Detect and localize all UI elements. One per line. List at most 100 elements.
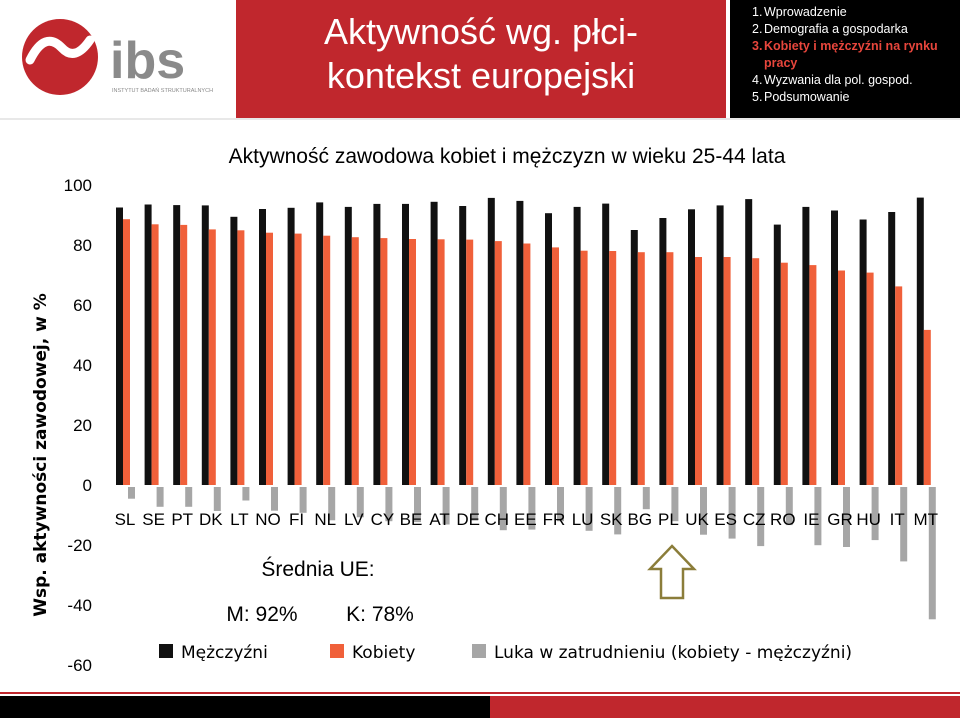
bar-gap <box>385 487 393 522</box>
agenda-item-label: Demografia a gospodarka <box>764 22 908 36</box>
bar-men <box>630 230 638 485</box>
bar-men <box>859 219 867 485</box>
bar-men <box>688 209 695 486</box>
bar-gap <box>700 487 707 535</box>
slide-title: Aktywność wg. płci- kontekst europejski <box>236 10 726 98</box>
bar-men <box>802 206 810 485</box>
ibs-logo-icon: ibs INSTYTUT BADAŃ STRUKTURALNYCH <box>22 19 213 95</box>
agenda-item-label: Wyzwania dla pol. gospod. <box>764 73 913 87</box>
x-tick-label: CY <box>371 510 395 529</box>
bar-gap <box>757 487 765 547</box>
y-tick-label: -20 <box>67 536 92 555</box>
agenda-item-2[interactable]: 2. Demografia a gospodarka <box>730 21 960 38</box>
bar-women <box>237 230 245 485</box>
x-tick-label: GR <box>827 510 853 529</box>
bar-men <box>344 206 352 485</box>
bar-women <box>552 247 559 485</box>
bar-women <box>895 286 903 485</box>
activity-chart: Aktywność zawodowa kobiet i mężczyzn w w… <box>31 145 938 675</box>
bar-men <box>573 206 581 485</box>
agenda-item-5[interactable]: 5. Podsumowanie <box>730 89 960 106</box>
footer-bar-left <box>0 696 490 718</box>
agenda-item-number: 1. <box>752 5 763 19</box>
bar-men <box>287 207 295 486</box>
bar-gap <box>585 487 593 531</box>
agenda-item-label: Kobiety i mężczyźni na rynku <box>764 39 938 53</box>
x-tick-label: MT <box>914 510 939 529</box>
footer-bar-right <box>490 696 960 718</box>
x-tick-label: SL <box>115 510 136 529</box>
bar-men <box>545 213 552 485</box>
agenda-item-number: 4. <box>752 73 763 87</box>
bar-men <box>745 199 753 485</box>
x-tick-label: IT <box>890 510 905 529</box>
x-tick-label: LT <box>230 510 249 529</box>
x-tick-label: PT <box>171 510 193 529</box>
bar-women <box>723 257 731 485</box>
bar-men <box>773 224 781 485</box>
x-axis-ticks: SL SE PT DK LT NO FI NL LV CY BE AT DE CH EE FR LU SK BG PL… <box>115 510 938 529</box>
agenda-item-label: Wprowadzenie <box>764 5 847 19</box>
footer-divider <box>0 692 960 694</box>
bar-gap <box>642 487 650 510</box>
x-tick-label: DK <box>199 510 223 529</box>
bar-women <box>409 239 416 485</box>
x-tick-label: IE <box>803 510 819 529</box>
legend-swatch <box>472 644 486 658</box>
bar-women <box>266 232 273 485</box>
agenda-item-4[interactable]: 4. Wyzwania dla pol. gospod. <box>730 72 960 89</box>
agenda-item-3[interactable]: 3. Kobiety i mężczyźni na rynku pracy <box>730 38 960 72</box>
x-tick-label: NO <box>255 510 281 529</box>
bar-gap <box>442 487 450 525</box>
x-tick-label: CZ <box>743 510 766 529</box>
eu-average-annotation: Średnia UE: M: 92% K: 78% <box>226 557 413 626</box>
x-tick-label: FI <box>289 510 304 529</box>
bar-men <box>259 209 266 485</box>
x-tick-label: UK <box>685 510 709 529</box>
agenda-item-1[interactable]: 1. Wprowadzenie <box>730 4 960 21</box>
legend-swatch <box>159 644 173 658</box>
up-arrow-shape <box>647 544 697 600</box>
bar-gap <box>528 487 536 530</box>
bar-gap <box>471 487 479 521</box>
bar-gap <box>156 487 164 507</box>
x-tick-label: LV <box>344 510 364 529</box>
bar-gap <box>299 487 307 513</box>
eu-average-title: Średnia UE: <box>261 557 374 581</box>
x-tick-label: RO <box>770 510 796 529</box>
bar-women <box>351 237 359 485</box>
bar-gap <box>414 487 421 523</box>
bar-gap <box>557 487 564 522</box>
bar-women <box>294 233 302 485</box>
chart-bars <box>116 197 936 620</box>
chart-title: Aktywność zawodowa kobiet i mężczyzn w w… <box>229 145 786 168</box>
bar-gap <box>242 487 250 501</box>
bar-women <box>180 224 188 485</box>
bar-men <box>516 200 524 485</box>
bar-women <box>437 239 445 485</box>
header: ibs INSTYTUT BADAŃ STRUKTURALNYCH Aktywn… <box>0 0 960 120</box>
bar-men <box>430 201 438 486</box>
legend-label: Kobiety <box>352 643 415 663</box>
x-tick-label: SK <box>600 510 623 529</box>
bar-women <box>666 252 674 485</box>
y-tick-label: 40 <box>73 356 92 375</box>
y-tick-label: -40 <box>67 596 92 615</box>
agenda-item-label-cont: pracy <box>764 56 798 70</box>
x-tick-label: BE <box>400 510 423 529</box>
x-tick-label: HU <box>856 510 881 529</box>
bar-women <box>923 329 931 485</box>
bar-men <box>201 205 209 485</box>
bar-women <box>695 257 702 485</box>
bar-men <box>402 203 409 485</box>
agenda-panel: 1. Wprowadzenie 2. Demografia a gospodarka… <box>730 0 960 118</box>
y-axis-ticks: 100 80 60 40 20 0 -20 -40 -60 <box>64 176 92 675</box>
bar-gap <box>671 487 679 522</box>
bar-women <box>380 238 388 485</box>
x-tick-label: EE <box>514 510 537 529</box>
bar-gap <box>328 487 336 521</box>
bar-men <box>373 203 381 485</box>
bar-gap <box>499 487 507 531</box>
bar-gap <box>843 487 850 547</box>
x-tick-label: NL <box>314 510 336 529</box>
